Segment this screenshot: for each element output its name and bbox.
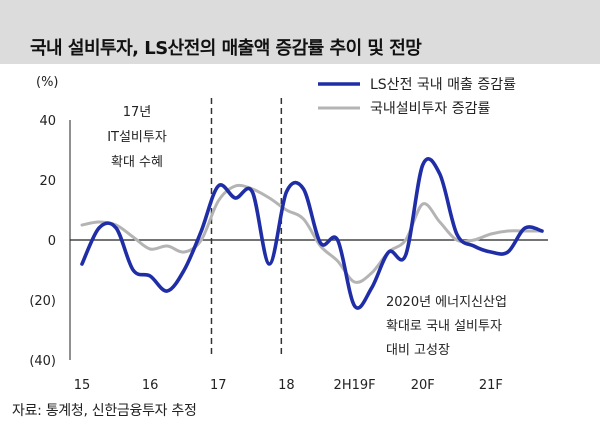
y-tick-label: (40) — [29, 354, 56, 369]
annotation-2-line-1: 2020년 에너지신산업 — [386, 295, 507, 310]
x-tick-label: 18 — [278, 378, 295, 393]
y-axis-unit-label: (%) — [36, 75, 59, 90]
source-note: 자료: 통계청, 신한금융투자 추정 — [12, 403, 197, 419]
annotation-1-line-3: 확대 수혜 — [111, 155, 163, 170]
y-tick-label: (20) — [29, 294, 56, 309]
x-tick-label: 20F — [411, 378, 435, 393]
y-tick-label: 20 — [39, 174, 56, 189]
title-bar: 국내 설비투자, LS산전의 매출액 증감률 추이 및 전망 — [0, 0, 600, 64]
y-tick-label: 0 — [48, 234, 56, 249]
x-tick-label: 16 — [142, 378, 159, 393]
series-line-ls-sales — [80, 157, 544, 310]
legend-label-2: 국내설비투자 증감률 — [370, 101, 490, 117]
annotation-2-line-2: 확대로 국내 설비투자 — [386, 319, 502, 334]
x-tick-label: 17 — [210, 378, 227, 393]
series-line-capex — [80, 183, 544, 284]
x-tick-label: 2H19F — [334, 378, 376, 393]
x-tick-label: 15 — [74, 378, 91, 393]
annotation-1-line-1: 17년 — [123, 105, 152, 120]
x-tick-label: 21F — [479, 378, 503, 393]
y-tick-label: 40 — [39, 114, 56, 129]
annotation-1-line-2: IT설비투자 — [107, 130, 167, 145]
legend-label-1: LS산전 국내 매출 증감률 — [370, 77, 516, 93]
chart-title: 국내 설비투자, LS산전의 매출액 증감률 추이 및 전망 — [30, 38, 422, 59]
annotation-2-line-3: 대비 고성장 — [386, 343, 450, 358]
